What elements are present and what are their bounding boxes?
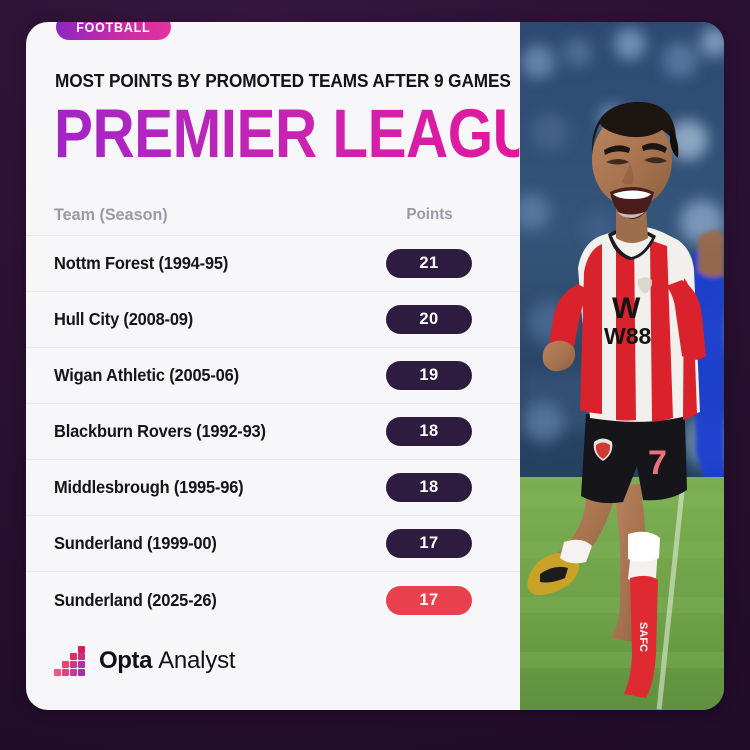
points-badge: 19 bbox=[386, 361, 472, 390]
table-body: Nottm Forest (1994-95) 21 Hull City (2008-… bbox=[26, 236, 520, 628]
shirt-number: 7 bbox=[648, 444, 667, 482]
category-badge-label: FOOTBALL bbox=[76, 22, 151, 35]
points-badge: 20 bbox=[386, 305, 472, 334]
row-team-label: Sunderland (2025-26) bbox=[54, 589, 217, 610]
sock-text: SAFC bbox=[637, 622, 649, 652]
opta-mark-square bbox=[62, 669, 69, 676]
player-photo: SAFC 7 bbox=[520, 22, 724, 710]
player-photo-illustration: SAFC 7 bbox=[520, 22, 724, 710]
points-badge-highlighted: 17 bbox=[386, 585, 472, 615]
column-header-team: Team (Season) bbox=[54, 204, 168, 224]
points-badge: 21 bbox=[386, 249, 472, 278]
opta-mark-square bbox=[78, 653, 85, 660]
opta-mark-square bbox=[62, 661, 69, 668]
shirt-sponsor: W88 bbox=[604, 323, 652, 349]
opta-staircase-icon bbox=[54, 646, 90, 676]
stats-table: Team (Season) Points Nottm Forest (1994-… bbox=[26, 194, 520, 628]
points-badge: 17 bbox=[386, 529, 472, 558]
table-row: Nottm Forest (1994-95) 21 bbox=[26, 236, 520, 292]
row-team-label: Hull City (2008-09) bbox=[54, 309, 194, 329]
row-points-cell: 17 bbox=[360, 529, 520, 558]
page-title: PREMIER LEAGUE bbox=[54, 95, 573, 172]
row-team-label: Blackburn Rovers (1992-93) bbox=[54, 421, 266, 441]
row-points-cell: 18 bbox=[360, 417, 520, 446]
logo-wordmark: Opta Analyst bbox=[99, 647, 236, 675]
column-header-points: Points bbox=[406, 205, 453, 223]
row-points-cell: 18 bbox=[360, 473, 520, 502]
points-badge: 18 bbox=[386, 417, 472, 446]
row-points-cell: 20 bbox=[360, 305, 520, 334]
table-row: Wigan Athletic (2005-06) 19 bbox=[26, 348, 520, 404]
opta-mark-square bbox=[70, 653, 77, 660]
opta-mark-square bbox=[54, 669, 61, 676]
table-row: Sunderland (1999-00) 17 bbox=[26, 516, 520, 572]
stat-card: FOOTBALL MOST POINTS BY PROMOTED TEAMS A… bbox=[26, 22, 724, 710]
content-column: FOOTBALL MOST POINTS BY PROMOTED TEAMS A… bbox=[26, 22, 573, 710]
row-team-label: Sunderland (1999-00) bbox=[54, 533, 217, 553]
opta-analyst-logo: Opta Analyst bbox=[54, 646, 236, 676]
opta-mark-square bbox=[70, 661, 77, 668]
row-points-cell: 17 bbox=[360, 585, 520, 615]
subtitle: MOST POINTS BY PROMOTED TEAMS AFTER 9 GA… bbox=[55, 70, 511, 91]
logo-brand-light: Analyst bbox=[158, 647, 236, 674]
opta-mark-square bbox=[70, 669, 77, 676]
table-row: Hull City (2008-09) 20 bbox=[26, 292, 520, 348]
category-badge: FOOTBALL bbox=[56, 22, 171, 40]
row-team-label: Nottm Forest (1994-95) bbox=[54, 253, 229, 273]
opta-mark-square bbox=[78, 661, 85, 668]
row-team-label: Wigan Athletic (2005-06) bbox=[54, 365, 239, 385]
table-row: Sunderland (2025-26) 17 bbox=[26, 572, 520, 628]
table-row: Middlesbrough (1995-96) 18 bbox=[26, 460, 520, 516]
row-points-cell: 21 bbox=[360, 249, 520, 278]
points-badge: 18 bbox=[386, 473, 472, 502]
row-points-cell: 19 bbox=[360, 361, 520, 390]
table-row: Blackburn Rovers (1992-93) 18 bbox=[26, 404, 520, 460]
opta-mark-square bbox=[78, 646, 85, 653]
opta-mark-square bbox=[78, 669, 85, 676]
table-header-row: Team (Season) Points bbox=[26, 194, 520, 236]
row-team-label: Middlesbrough (1995-96) bbox=[54, 477, 244, 497]
shirt-sponsor-w: W bbox=[612, 292, 641, 325]
logo-brand-bold: Opta bbox=[99, 647, 153, 674]
